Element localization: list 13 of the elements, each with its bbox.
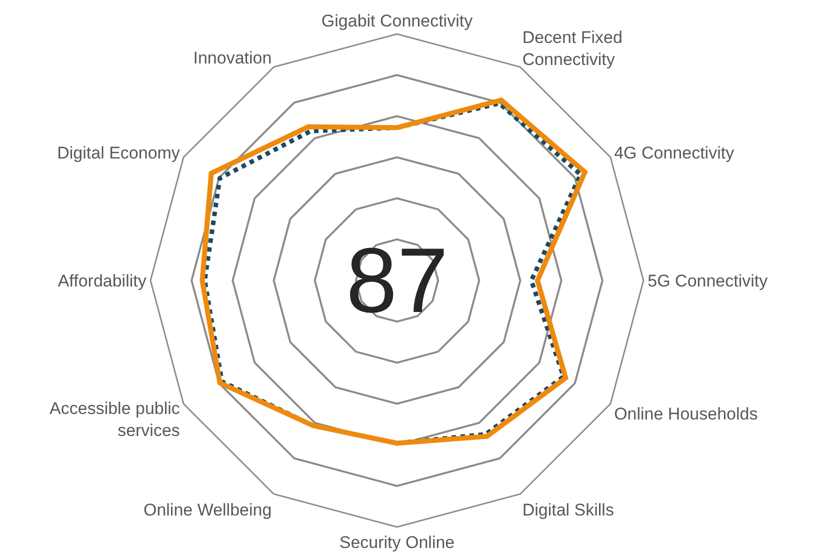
spoke-label: 4G Connectivity (614, 144, 735, 163)
spoke-label: Gigabit Connectivity (321, 11, 474, 30)
spoke-label: Affordability (58, 271, 147, 290)
text: 87 (346, 230, 448, 332)
spoke-label: Security Online (339, 533, 455, 552)
spoke-label: Online Households (614, 404, 758, 424)
spoke-label: Digital Economy (57, 144, 180, 163)
spoke-label: Online Wellbeing (143, 500, 272, 520)
spoke-label: Digital Skills (522, 500, 614, 520)
spoke-label: Accessible public services (50, 398, 180, 440)
spoke-label: Decent Fixed Connectivity (522, 28, 622, 69)
spoke-label: Innovation (193, 48, 272, 68)
spoke-label: 5G Connectivity (648, 271, 768, 290)
